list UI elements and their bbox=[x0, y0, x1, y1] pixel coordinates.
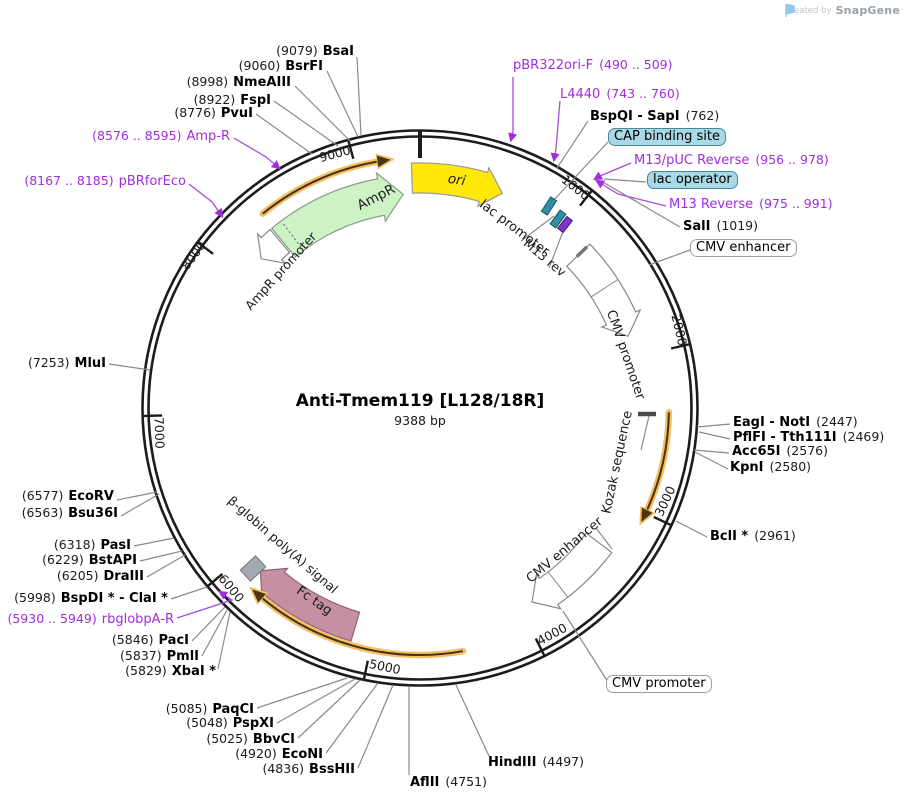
enzyme-label-xbai[interactable]: (5829) XbaI * bbox=[125, 663, 216, 679]
feature-fc-tag-arrow[interactable] bbox=[259, 567, 361, 642]
enzyme-label-bsu36i[interactable]: (6563) Bsu36I bbox=[21, 505, 118, 521]
snapgene-logo-icon bbox=[785, 4, 795, 17]
svg-text:2000: 2000 bbox=[668, 313, 690, 347]
feature-small-dash bbox=[575, 245, 589, 258]
cmv-arrow-2-divider bbox=[547, 571, 569, 598]
orf-arcs bbox=[255, 160, 673, 659]
primer-label-pbrforeco[interactable]: (8167 .. 8185) pBRforEco bbox=[24, 173, 186, 189]
enzyme-label-nmeaiii[interactable]: (8998) NmeAIII bbox=[186, 74, 291, 90]
enzyme-label-draiii[interactable]: (6205) DraIII bbox=[56, 568, 144, 584]
primer-label-amp-r[interactable]: (8576 .. 8595) Amp-R bbox=[92, 128, 230, 144]
enzyme-label-ecorv[interactable]: (6577) EcoRV bbox=[21, 488, 114, 504]
primer-label-pbr322ori-f[interactable]: pBR322ori-F (490 .. 509) bbox=[513, 57, 673, 73]
created-by-text: Created by bbox=[784, 5, 832, 16]
enzyme-label-bsai[interactable]: (9079) BsaI bbox=[276, 43, 354, 59]
svg-text:9000: 9000 bbox=[318, 142, 353, 165]
plasmid-size: 9388 bp bbox=[394, 413, 446, 428]
enzyme-label-bbvci[interactable]: (5025) BbvCI bbox=[206, 731, 295, 747]
enzyme-label-pmli[interactable]: (5837) PmlI bbox=[120, 648, 199, 664]
tick-labels: 1000 2000 3000 4000 5000 6000 7000 8000 … bbox=[151, 142, 690, 677]
feature-cmv-enhancer-promoter-arrow-2[interactable] bbox=[531, 532, 613, 610]
enzyme-label-pvui[interactable]: (8776) PvuI bbox=[174, 105, 253, 121]
enzyme-label-paqci[interactable]: (5085) PaqCI bbox=[165, 701, 254, 717]
lac-operator-label[interactable]: lac operator bbox=[647, 171, 738, 189]
cmv-promoter-label[interactable]: CMV promoter bbox=[606, 675, 712, 693]
enzyme-label-kpni[interactable]: KpnI (2580) bbox=[730, 459, 812, 475]
plasmid-name: Anti-Tmem119 [L128/18R] bbox=[295, 391, 545, 411]
plasmid-title-block: Anti-Tmem119 [L128/18R] 9388 bp bbox=[296, 391, 545, 428]
tick-marks bbox=[143, 131, 690, 680]
enzyme-label-bspqi-sapi[interactable]: BspQI - SapI (762) bbox=[590, 108, 720, 124]
primer-label-m13-reverse[interactable]: M13 Reverse (975 .. 991) bbox=[669, 196, 833, 212]
feature-ori-arrow[interactable] bbox=[410, 162, 504, 208]
enzyme-label-bcli[interactable]: BclI * (2961) bbox=[710, 528, 796, 544]
cap-binding-site-label[interactable]: CAP binding site bbox=[608, 128, 727, 146]
enzyme-label-bsrfi[interactable]: (9060) BsrFI bbox=[238, 58, 323, 74]
ampr-promoter-label[interactable]: AmpR promoter bbox=[242, 228, 320, 312]
enzyme-label-pspxi[interactable]: (5048) PspXI bbox=[186, 715, 274, 731]
enzyme-label-aflii[interactable]: AflII (4751) bbox=[410, 774, 487, 790]
enzyme-label-mlui[interactable]: (7253) MluI bbox=[27, 355, 106, 371]
svg-text:5000: 5000 bbox=[368, 656, 402, 677]
feature-cap-binding-site-box[interactable] bbox=[540, 196, 558, 216]
primer-leader-lines bbox=[176, 77, 667, 619]
enzyme-label-paci[interactable]: (5846) PacI bbox=[111, 632, 189, 648]
feature-bglobin-polya-box[interactable] bbox=[239, 555, 267, 582]
enzyme-label-econi[interactable]: (4920) EcoNI bbox=[235, 746, 323, 762]
feature-ampr-promoter-arrow[interactable] bbox=[256, 228, 291, 265]
feature-lac-operator-box[interactable] bbox=[549, 209, 567, 229]
cmv-arrow-1-divider bbox=[590, 279, 619, 298]
snapgene-watermark: Created by SnapGene bbox=[785, 4, 900, 17]
feature-cmv-enhancer-promoter-arrow-1[interactable] bbox=[565, 243, 642, 338]
ori-label[interactable]: ori bbox=[447, 171, 467, 190]
svg-text:7000: 7000 bbox=[151, 417, 167, 449]
leader-lines bbox=[108, 56, 731, 775]
primer-label-m13-puc-reverse[interactable]: M13/pUC Reverse (956 .. 978) bbox=[634, 152, 829, 168]
primer-label-rbglobpa-r[interactable]: (5930 .. 5949) rbglobpA-R bbox=[7, 611, 174, 627]
enzyme-label-bstapi[interactable]: (6229) BstAPI bbox=[42, 552, 137, 568]
kozak-sequence-label[interactable]: Kozak sequence bbox=[599, 409, 635, 515]
enzyme-label-fspi[interactable]: (8922) FspI bbox=[193, 92, 271, 108]
snapgene-brand-text: SnapGene bbox=[835, 4, 900, 17]
enzyme-label-pasi[interactable]: (6318) PasI bbox=[53, 537, 131, 553]
enzyme-label-bsshii[interactable]: (4836) BssHII bbox=[262, 761, 355, 777]
enzyme-label-sali[interactable]: SalI (1019) bbox=[683, 218, 759, 234]
enzyme-label-acc65i[interactable]: Acc65I (2576) bbox=[732, 443, 828, 459]
backbone-outer-circle bbox=[141, 129, 699, 687]
enzyme-label-pflfi-tth111i[interactable]: PflFI - Tth111I (2469) bbox=[733, 429, 885, 445]
feature-m13-rev-box[interactable] bbox=[556, 215, 574, 234]
enzyme-label-bspdi-clai[interactable]: (5998) BspDI * - ClaI * bbox=[14, 590, 168, 606]
primer-label-l4440[interactable]: L4440 (743 .. 760) bbox=[560, 86, 680, 102]
cmv-enhancer-label[interactable]: CMV enhancer bbox=[690, 239, 797, 257]
ampr-truncation-dashes bbox=[282, 222, 302, 248]
enzyme-label-eagi-noti[interactable]: EagI - NotI (2447) bbox=[733, 414, 858, 430]
enzyme-label-hindiii[interactable]: HindIII (4497) bbox=[488, 754, 584, 770]
feature-ampr-arrow[interactable] bbox=[270, 171, 405, 258]
